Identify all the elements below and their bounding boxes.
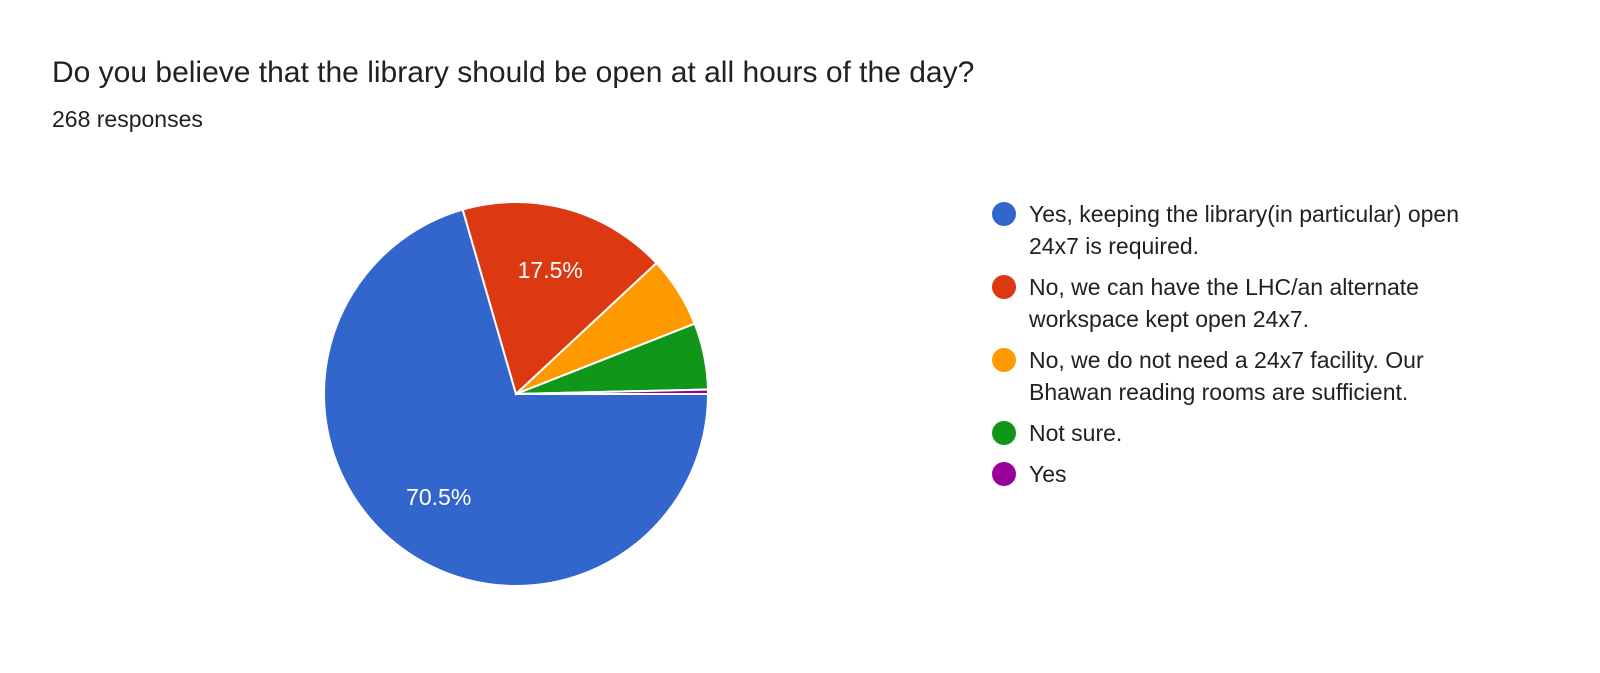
response-count: 268 responses xyxy=(52,106,203,132)
chart-title: Do you believe that the library should b… xyxy=(52,56,975,89)
legend-swatch-icon xyxy=(992,202,1016,226)
pie-slice-4[interactable] xyxy=(515,388,710,395)
legend-item[interactable]: Not sure. xyxy=(990,417,1510,449)
legend-swatch-icon xyxy=(992,348,1016,372)
pie-chart: 70.5% 17.5% xyxy=(323,201,710,587)
legend: Yes, keeping the library(in particular) … xyxy=(990,198,1510,499)
legend-item[interactable]: No, we can have the LHC/an alternate wor… xyxy=(990,271,1510,335)
legend-label: No, we can have the LHC/an alternate wor… xyxy=(1029,274,1419,332)
legend-label: Not sure. xyxy=(1029,420,1123,446)
legend-swatch-icon xyxy=(992,275,1016,299)
legend-label: Yes, keeping the library(in particular) … xyxy=(1029,201,1460,259)
legend-label: No, we do not need a 24x7 facility. Our … xyxy=(1029,347,1424,405)
legend-item[interactable]: No, we do not need a 24x7 facility. Our … xyxy=(990,344,1510,408)
pie-slice-0[interactable] xyxy=(323,208,710,587)
legend-item[interactable]: Yes xyxy=(990,458,1510,490)
slice-data-label: 70.5% xyxy=(406,484,471,510)
legend-swatch-icon xyxy=(992,421,1016,445)
slice-data-label: 17.5% xyxy=(518,257,583,283)
legend-item[interactable]: Yes, keeping the library(in particular) … xyxy=(990,198,1510,262)
legend-swatch-icon xyxy=(992,462,1016,486)
legend-label: Yes xyxy=(1029,461,1067,487)
pie-slice-1[interactable] xyxy=(461,201,658,396)
